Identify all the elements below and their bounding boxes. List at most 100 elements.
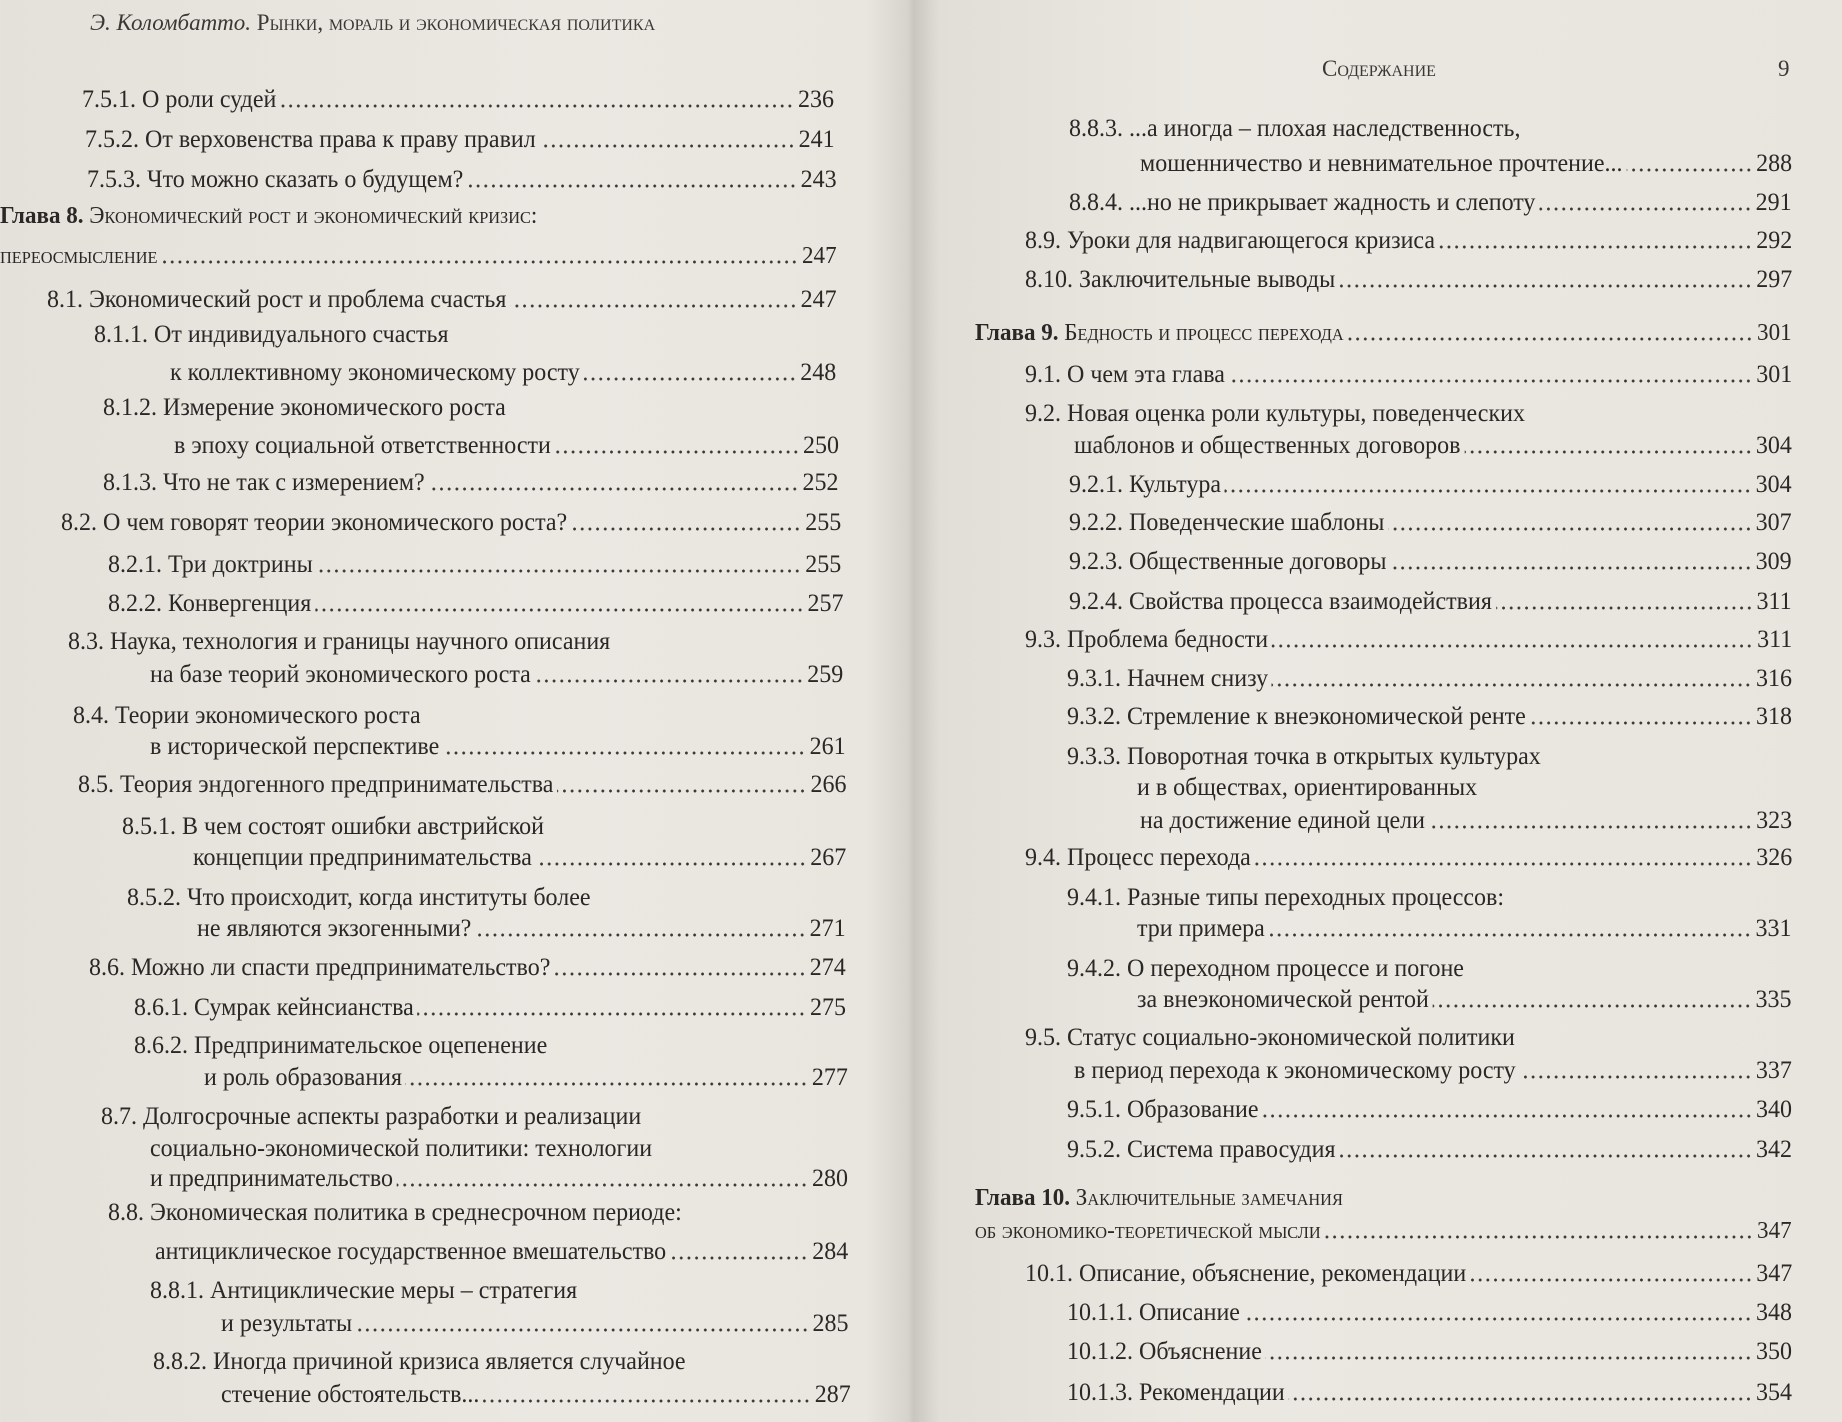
page-ref[interactable]: 255 — [805, 509, 842, 537]
toc-line: к коллективному экономическому росту 248 — [170, 352, 836, 388]
page-ref[interactable]: 340 — [1755, 1095, 1792, 1123]
entry-title: 9.4.2. О переходном процессе и погоне — [1066, 954, 1464, 982]
chapter-label: Глава 10. — [975, 1184, 1071, 1211]
page-ref[interactable]: 301 — [1755, 361, 1792, 389]
page-ref[interactable]: 347 — [1755, 1260, 1792, 1288]
entry-title: 8.8.4. ...но не прикрывает жадность и сл… — [1069, 188, 1536, 216]
dot-leader — [1225, 487, 1753, 494]
toc-line: 9.4.1. Разные типы переходных процессов: — [1067, 877, 1842, 913]
page-ref[interactable]: 274 — [809, 953, 846, 981]
entry-title: 7.5.1. О роли судей — [82, 86, 277, 114]
dot-leader — [1269, 931, 1753, 938]
toc-line: Глава 8. Экономический рост и экономичес… — [0, 195, 900, 231]
page-ref[interactable]: 243 — [800, 166, 837, 194]
page-ref[interactable]: 311 — [1756, 625, 1792, 653]
page-ref[interactable]: 247 — [802, 242, 837, 269]
entry-title: 10.1.2. Объяснение — [1066, 1337, 1262, 1365]
page-ref[interactable]: 250 — [802, 431, 839, 459]
entry-title: 8.2. О чем говорят теории экономического… — [61, 509, 568, 537]
page-number: 9 — [1778, 56, 1790, 81]
toc-line: 8.5.2. Что происходит, когда институты б… — [127, 877, 1027, 913]
page-ref[interactable]: 277 — [812, 1064, 849, 1091]
page-ref[interactable]: 354 — [1755, 1378, 1792, 1406]
entry-title: в эпоху социальной ответственности — [173, 431, 551, 459]
dot-leader — [1271, 642, 1753, 649]
toc-line: 7.5.2. От верховенства права к праву пра… — [85, 119, 835, 155]
dot-leader — [1324, 1233, 1754, 1240]
entry-title: 10.1.1. Описание — [1066, 1299, 1240, 1326]
page-ref[interactable]: 311 — [1756, 588, 1792, 616]
page-ref[interactable]: 280 — [812, 1165, 849, 1193]
dot-leader — [1626, 166, 1753, 173]
page-ref[interactable]: 348 — [1755, 1299, 1792, 1326]
toc-line: 9.5.1. Образование 340 — [1067, 1089, 1792, 1125]
dot-leader — [539, 143, 795, 150]
entry-title: 9.5.2. Система правосудия — [1066, 1135, 1336, 1163]
toc-line: 8.8.1. Антициклические меры – стратегия — [150, 1270, 1050, 1306]
entry-title: 9.3.2. Стремление к внеэкономической рен… — [1066, 703, 1526, 731]
toc-line: переосмысление 247 — [0, 235, 837, 271]
page-ref[interactable]: 297 — [1755, 266, 1792, 294]
page-ref[interactable]: 350 — [1755, 1337, 1792, 1365]
page-ref[interactable]: 291 — [1755, 188, 1792, 216]
page-ref[interactable]: 285 — [812, 1309, 849, 1337]
page-ref[interactable]: 248 — [800, 359, 837, 386]
page-ref[interactable]: 323 — [1755, 806, 1792, 834]
toc-line: стечение обстоятельств... 287 — [221, 1374, 851, 1410]
entry-title: 8.7. Долгосрочные аспекты разработки и р… — [101, 1102, 642, 1130]
dot-leader — [510, 303, 797, 310]
page-ref[interactable]: 247 — [800, 286, 837, 314]
page-ref[interactable]: 241 — [798, 126, 835, 154]
entry-title: три примера — [1137, 914, 1266, 942]
page-ref[interactable]: 261 — [809, 732, 846, 760]
page-ref[interactable]: 266 — [809, 771, 846, 799]
entry-title: стечение обстоятельств... — [220, 1381, 480, 1409]
page-ref[interactable]: 255 — [805, 550, 842, 578]
page-ref[interactable]: 304 — [1755, 470, 1792, 498]
toc-line: мошенничество и невнимательное прочтение… — [1140, 143, 1792, 179]
page-ref[interactable]: 292 — [1755, 227, 1792, 255]
entry-title: антициклическое государственное вмешател… — [155, 1237, 667, 1265]
page-ref[interactable]: 288 — [1755, 149, 1792, 177]
page-ref[interactable]: 307 — [1755, 509, 1792, 537]
entry-title: 9.3.1. Начнем снизу — [1066, 664, 1268, 692]
chapter-label: Глава 9. — [975, 320, 1059, 347]
page-ref[interactable]: 257 — [807, 590, 844, 618]
page-ref[interactable]: 275 — [809, 993, 846, 1021]
toc-line: 8.1.1. От индивидуального счастья — [94, 314, 994, 350]
toc-line: не являются экзогенными? 271 — [197, 908, 846, 944]
page-ref[interactable]: 259 — [807, 660, 844, 688]
entry-title: за внеэкономической рентой — [1137, 986, 1430, 1014]
page-ref[interactable]: 267 — [809, 844, 846, 872]
toc-line: концепции предпринимательства 267 — [193, 837, 846, 873]
page-ref[interactable]: 316 — [1755, 664, 1792, 692]
dot-leader — [1519, 1073, 1753, 1080]
page-ref[interactable]: 271 — [809, 914, 846, 942]
page-ref[interactable]: 304 — [1755, 431, 1792, 459]
page-ref[interactable]: 284 — [812, 1237, 849, 1265]
page-ref[interactable]: 337 — [1755, 1056, 1792, 1084]
page-ref[interactable]: 342 — [1755, 1135, 1792, 1163]
page-ref[interactable]: 347 — [1757, 1217, 1792, 1244]
page-ref[interactable]: 335 — [1755, 986, 1792, 1014]
page-ref[interactable]: 309 — [1755, 548, 1792, 576]
page-ref[interactable]: 318 — [1755, 703, 1792, 731]
chapter-label: Глава 8. — [0, 202, 84, 229]
entry-title: 8.8.3. ...а иногда – плохая наследственн… — [1069, 114, 1521, 142]
toc-line: 9.1. О чем эта глава 301 — [1025, 354, 1792, 390]
page-ref[interactable]: 236 — [798, 86, 835, 114]
entry-title: 8.1. Экономический рост и проблема счаст… — [47, 286, 507, 314]
page-ref[interactable]: 252 — [802, 469, 839, 497]
page-ref[interactable]: 326 — [1755, 844, 1792, 872]
toc-line: 9.2.3. Общественные договоры 309 — [1069, 541, 1792, 577]
toc-line: 8.1.3. Что не так с измерением? 252 — [103, 462, 839, 498]
toc-line: 8.8.4. ...но не прикрывает жадность и сл… — [1069, 182, 1792, 218]
page-ref[interactable]: 287 — [814, 1381, 851, 1409]
entry-title: 8.2.2. Конвергенция — [108, 590, 312, 618]
dot-leader — [1288, 1395, 1753, 1402]
page-ref[interactable]: 331 — [1755, 914, 1792, 942]
dot-leader — [1228, 378, 1753, 385]
running-head: Э. Коломбатто. Рынки, мораль и экономиче… — [90, 10, 655, 36]
page-ref[interactable]: 301 — [1757, 320, 1792, 347]
dot-leader — [315, 607, 804, 614]
